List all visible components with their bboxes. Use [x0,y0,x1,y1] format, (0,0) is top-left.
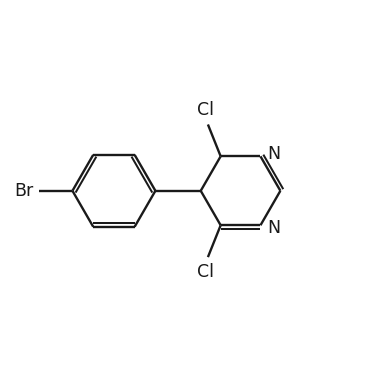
Text: N: N [267,145,280,162]
Text: Br: Br [15,182,34,200]
Text: Cl: Cl [197,263,214,281]
Text: Cl: Cl [197,101,214,119]
Text: N: N [267,219,280,237]
